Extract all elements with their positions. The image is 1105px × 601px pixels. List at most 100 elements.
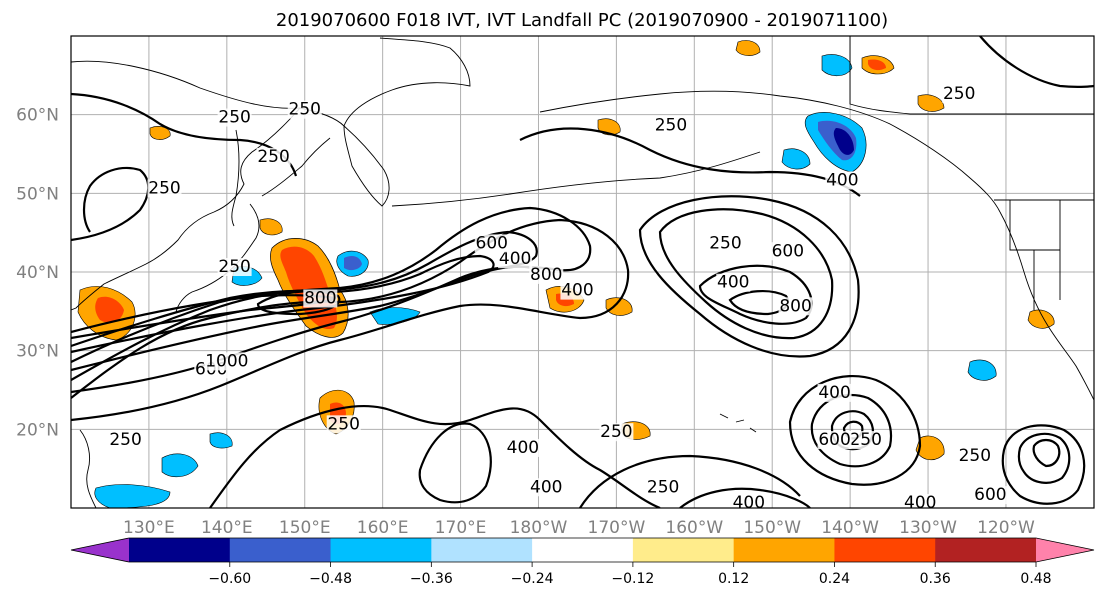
ivt-contour-250 [979,36,1094,88]
contour-labels: 250 250 250 250 250 250 250 250 250 250 250 250 250 2… [108,84,1008,513]
ivt-contours [71,36,1094,508]
longitude-tick-label: 120°W [977,518,1035,538]
pc-negative-region [781,148,811,170]
colorbar-tick-label: 0.24 [819,571,850,587]
contour-label-background [256,147,291,166]
colorbar-tick-label: −0.60 [208,571,251,587]
kuril-islands [261,137,331,197]
contour-label: 600 [974,485,1006,505]
colorbar-segment [532,538,634,562]
ivt-contour-250 [209,404,661,508]
longitude-tick-label: 170°W [588,518,646,538]
colorbar-tick-label: 0.12 [718,571,749,587]
pc-positive-core [868,59,886,71]
contour-label: 600 [818,430,850,450]
latitude-tick-label: 60°N [16,106,59,126]
contour-label-background [817,431,852,450]
contour-label: 400 [499,249,531,269]
pc-positive-region [915,435,945,461]
colorbar-segment [834,538,936,562]
pc-positive-region [259,218,283,236]
contour-label-background [108,431,143,450]
pc-negative-core [833,128,854,155]
latitude-tick-label: 40°N [16,263,59,283]
latitude-tick-label: 50°N [16,184,59,204]
ivt-contour-400-closed [1017,432,1071,484]
contour-label: 400 [818,383,850,403]
contour-label: 400 [733,493,765,513]
contour-label: 400 [507,438,539,458]
contour-label-background [303,289,338,308]
ivt-contour-250-closed [638,195,860,358]
contour-label-background [973,486,1008,505]
latitude-tick-label: 30°N [16,342,59,362]
ivt-contour-400 [679,487,811,508]
longitude-tick-label: 140°E [201,518,253,538]
ivt-contour-600-closed [1032,438,1061,468]
kamchatka-coastline [343,125,390,207]
contour-label: 250 [709,233,741,253]
contour-label: 400 [717,273,749,293]
sakhalin-coastline [231,129,240,227]
contour-label-background [147,179,182,198]
colorbar-segment [129,538,231,562]
philippines-coastline [79,429,97,508]
contour-label-background [716,273,751,292]
asia-coastline [71,107,301,311]
pc-negative-core [344,256,362,271]
longitude-tick-label: 140°W [821,518,879,538]
contour-label-background [474,234,509,253]
contour-label-background [217,258,252,276]
colorbar-extend-high [1036,538,1094,562]
ivt-contour-250 [71,166,150,242]
contour-label-background [778,297,813,316]
contour-label: 800 [779,296,811,316]
ivt-contour-800 [71,254,495,354]
contour-label: 600 [476,233,508,253]
pc-positive-region [1027,309,1055,329]
longitude-tick-label: 170°E [435,518,487,538]
pc-negative-region [94,484,171,508]
contour-label-background [942,84,977,103]
colorbar-extend-low [71,538,129,562]
contour-label-background [529,265,564,284]
latitude-labels: 60°N 50°N 40°N 30°N 20°N [16,106,59,441]
contour-label-background [848,431,883,450]
coastlines [71,36,1094,508]
longitude-tick-label: 160°E [357,518,409,538]
pc-positive-region [149,126,171,140]
contour-label-background [599,423,634,442]
longitude-tick-label: 150°W [743,518,801,538]
hawaii-islands [719,413,757,433]
contour-label: 250 [943,84,975,104]
contour-label: 250 [849,430,881,450]
contour-label-background [770,242,805,261]
pc-positive-region [917,94,945,112]
contour-label: 400 [530,477,562,497]
ivt-contour-400 [579,454,801,508]
contour-label-background [903,494,938,508]
colorbar-tick-label: −0.12 [611,571,654,587]
colorbar-tick-label: −0.36 [410,571,453,587]
longitude-tick-label: 150°E [279,518,331,538]
ivt-contour-250-closed [788,375,922,486]
pc-negative-region [967,359,997,381]
contour-label: 250 [218,108,250,128]
contour-label-background [646,478,681,497]
map-frame [70,35,1095,509]
colorbar-tick-label: −0.24 [511,571,554,587]
contour-label: 250 [327,414,359,434]
longitude-tick-label: 160°W [665,518,723,538]
contour-label-background [529,478,564,497]
longitude-tick-label: 130°W [899,518,957,538]
contour-label-background [326,415,361,434]
contour-label-background [498,250,533,269]
ivt-contour-600-closed [698,264,813,325]
contour-label-background [560,281,595,300]
colorbar-tick-labels: −0.60 −0.48 −0.36 −0.24 −0.12 0.12 0.24 0.36 0.4… [208,562,1052,587]
colorbar-outline [70,537,1095,563]
colorbar-segment [229,538,332,562]
contour-label-background [505,438,540,457]
contour-label: 250 [959,446,991,466]
colorbar-tick-label: 0.48 [1020,571,1051,587]
